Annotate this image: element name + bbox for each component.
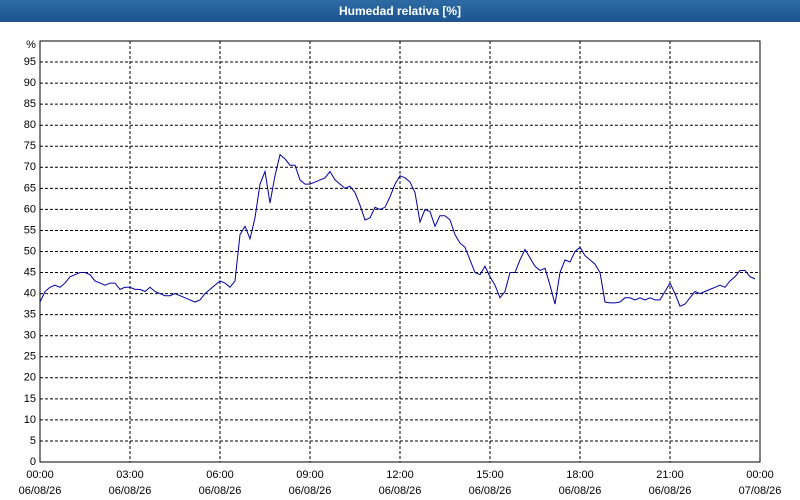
x-tick-label: 06:00 06/08/26: [198, 469, 242, 497]
x-tick-label: 03:00 06/08/26: [108, 469, 152, 497]
y-tick-label: 15: [24, 393, 36, 405]
x-tick-label: 15:00 06/08/26: [468, 469, 512, 497]
y-tick-label: 20: [24, 372, 36, 384]
y-tick-label: 85: [24, 98, 36, 110]
y-tick-label: 50: [24, 245, 36, 257]
y-tick-label: 95: [24, 56, 36, 68]
y-tick-label: 70: [24, 161, 36, 173]
y-axis-label: %: [26, 39, 36, 51]
x-tick-label: 09:00 06/08/26: [288, 469, 332, 497]
y-tick-label: 30: [24, 330, 36, 342]
y-tick-label: 35: [24, 309, 36, 321]
y-tick-label: 65: [24, 182, 36, 194]
x-tick-label: 00:00 06/08/26: [18, 469, 62, 497]
y-tick-label: 80: [24, 119, 36, 131]
y-tick-label: 0: [30, 456, 36, 468]
data-line: [39, 153, 756, 307]
y-tick-label: 45: [24, 266, 36, 278]
x-tick-label: 18:00 06/08/26: [558, 469, 602, 497]
plot-frame: [39, 40, 761, 463]
x-tick-label: 21:00 06/08/26: [648, 469, 692, 497]
y-tick-label: 75: [24, 140, 36, 152]
y-tick-label: 60: [24, 203, 36, 215]
y-tick-label: 40: [24, 288, 36, 300]
y-tick-label: 90: [24, 77, 36, 89]
x-tick-label: 12:00 06/08/26: [378, 469, 422, 497]
x-tick-label: 00:00 07/08/26: [738, 469, 782, 497]
chart-title: Humedad relativa [%]: [0, 0, 800, 22]
y-tick-label: 5: [30, 435, 36, 447]
y-tick-label: 10: [24, 414, 36, 426]
y-tick-label: 55: [24, 224, 36, 236]
y-tick-label: 25: [24, 351, 36, 363]
